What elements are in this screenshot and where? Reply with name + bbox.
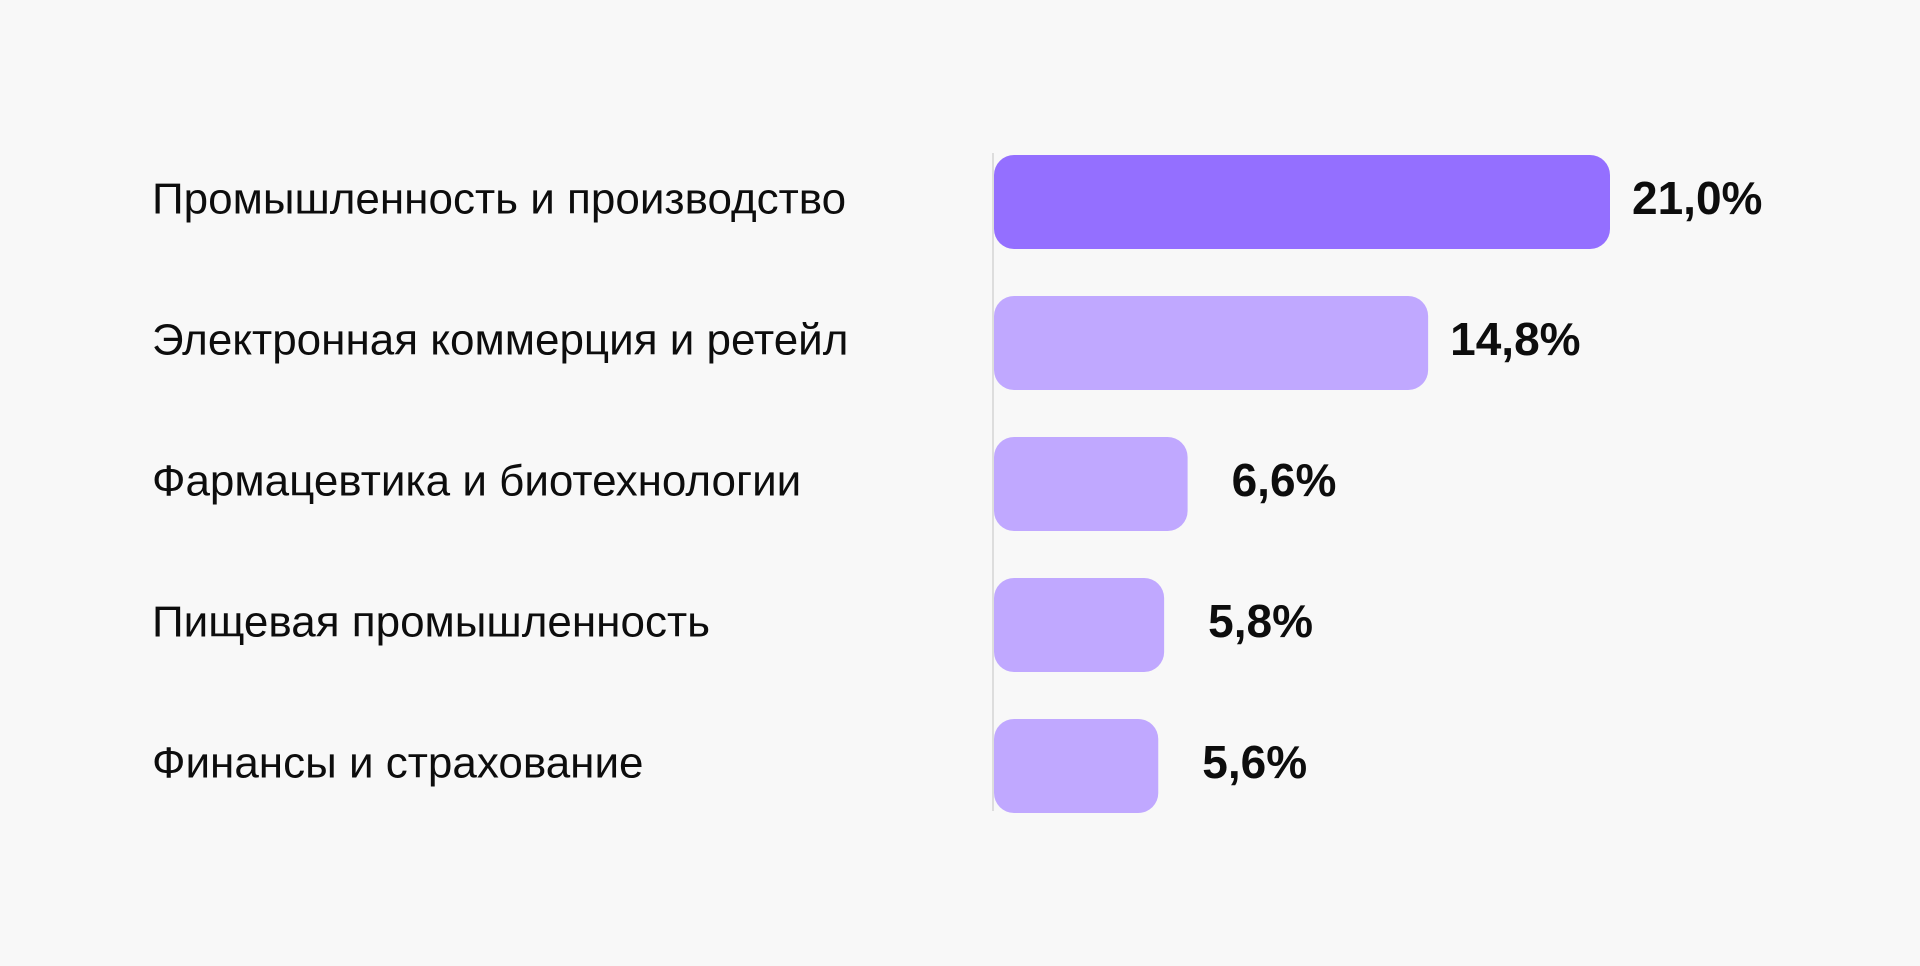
bar — [994, 719, 1159, 813]
category-label: Промышленность и производство — [152, 175, 846, 224]
value-label: 5,6% — [1202, 736, 1307, 788]
bar — [994, 437, 1188, 531]
bar — [994, 296, 1429, 390]
bar — [994, 155, 1610, 249]
category-label: Фармацевтика и биотехнологии — [152, 457, 801, 506]
category-label: Финансы и страхование — [152, 739, 644, 788]
category-labels: Промышленность и производство Электронная… — [152, 175, 848, 788]
bars — [994, 155, 1610, 813]
value-labels: 21,0% 14,8% 6,6% 5,8% 5,6% — [1202, 172, 1762, 788]
category-label: Пищевая промышленность — [152, 598, 710, 647]
category-label: Электронная коммерция и ретейл — [152, 316, 848, 365]
value-label: 5,8% — [1208, 595, 1313, 647]
value-label: 6,6% — [1232, 454, 1337, 506]
value-label: 14,8% — [1450, 313, 1580, 365]
bar — [994, 578, 1165, 672]
value-label: 21,0% — [1632, 172, 1762, 224]
